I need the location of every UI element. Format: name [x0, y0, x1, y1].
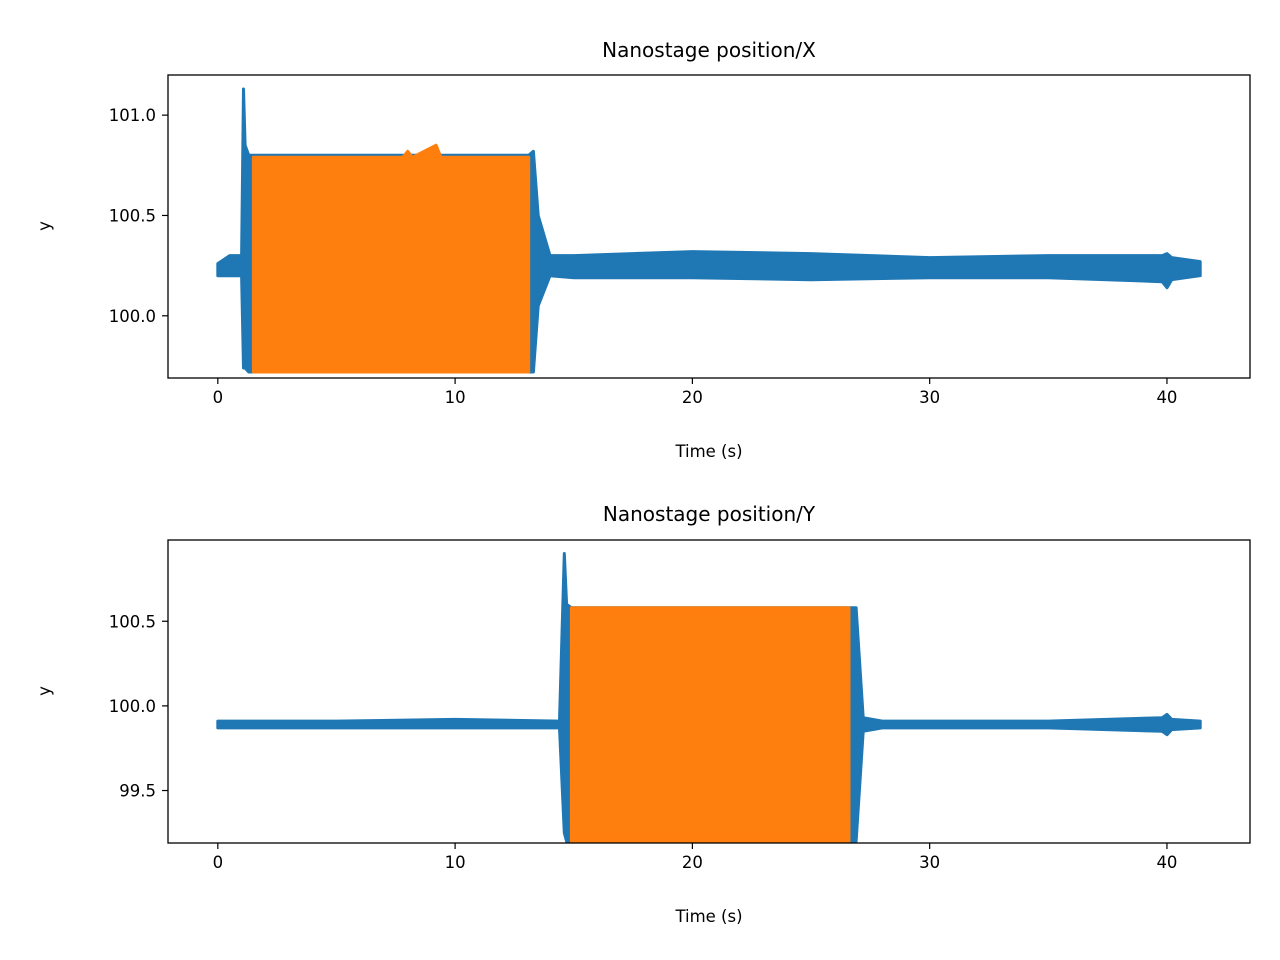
x-tick-label: 20: [682, 853, 703, 872]
x-tick-label: 30: [919, 388, 940, 407]
x-axis-ticks-y: 0 10 20 30 40: [213, 843, 1177, 872]
x-tick-label: 10: [445, 853, 466, 872]
series-2-band: [251, 143, 531, 374]
x-tick-label: 30: [919, 853, 940, 872]
x-tick-label: 10: [445, 388, 466, 407]
y-tick-label: 101.0: [109, 106, 156, 125]
chart-title-y: Nanostage position/Y: [603, 502, 816, 526]
subplot-y-position: Nanostage position/Y 0 10 20 30 40 99.5 100.0…: [35, 502, 1251, 926]
series-layer-y: [216, 552, 1202, 843]
x-axis-label-x: Time (s): [674, 442, 742, 461]
plot-frame-y: [167, 539, 1251, 844]
y-tick-label: 100.5: [109, 612, 156, 631]
x-tick-label: 0: [213, 853, 224, 872]
y-tick-label: 100.0: [109, 307, 156, 326]
x-tick-label: 40: [1156, 853, 1177, 872]
y-axis-label-x: y: [35, 221, 54, 231]
y-tick-label: 100.5: [109, 206, 156, 225]
x-axis-label-y: Time (s): [674, 907, 742, 926]
y-axis-label-y: y: [35, 686, 54, 696]
series-layer-x: [216, 87, 1202, 374]
subplot-x-position: Nanostage position/X 0 10 20 30 40 100.0100.…: [35, 38, 1251, 461]
x-tick-label: 40: [1156, 388, 1177, 407]
y-tick-label: 100.0: [109, 697, 156, 716]
chart-title-x: Nanostage position/X: [602, 38, 816, 62]
x-tick-label: 0: [213, 388, 224, 407]
y-axis-ticks-x: 100.0 100.5 101.0: [109, 106, 168, 326]
plot-frame-x: [167, 74, 1251, 379]
series-2-band: [569, 606, 851, 843]
x-tick-label: 20: [682, 388, 703, 407]
y-tick-label: 99.5: [119, 782, 156, 801]
y-axis-ticks-y: 99.5 100.0 100.5: [109, 612, 168, 801]
x-axis-ticks-x: 0 10 20 30 40: [213, 378, 1177, 407]
